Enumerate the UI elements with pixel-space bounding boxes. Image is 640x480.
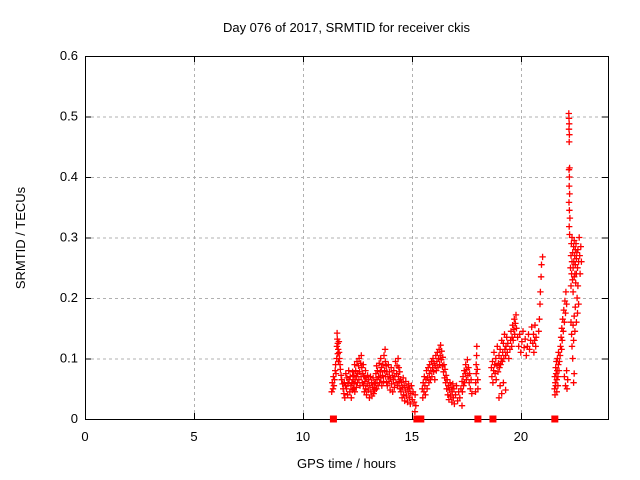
y-tick-label: 0.4 xyxy=(60,169,78,184)
y-tick-label: 0 xyxy=(71,411,78,426)
x-axis-label: GPS time / hours xyxy=(297,456,396,471)
event-marker-square xyxy=(417,415,425,423)
event-marker-square xyxy=(551,415,559,423)
x-tick-label: 5 xyxy=(190,429,197,444)
event-marker-square xyxy=(489,415,497,423)
event-marker-square xyxy=(413,415,421,423)
scatter-points-plus xyxy=(328,110,585,415)
x-tick-label: 0 xyxy=(81,429,88,444)
x-tick-label: 10 xyxy=(296,429,310,444)
y-tick-label: 0.6 xyxy=(60,48,78,63)
x-tick-label: 15 xyxy=(405,429,419,444)
event-marker-square xyxy=(329,415,337,423)
x-tick-label: 20 xyxy=(514,429,528,444)
event-marker-square xyxy=(474,415,482,423)
y-tick-label: 0.1 xyxy=(60,351,78,366)
y-tick-label: 0.5 xyxy=(60,109,78,124)
chart-title: Day 076 of 2017, SRMTID for receiver cki… xyxy=(222,20,471,35)
y-tick-label: 0.3 xyxy=(60,230,78,245)
y-tick-label: 0.2 xyxy=(60,290,78,305)
